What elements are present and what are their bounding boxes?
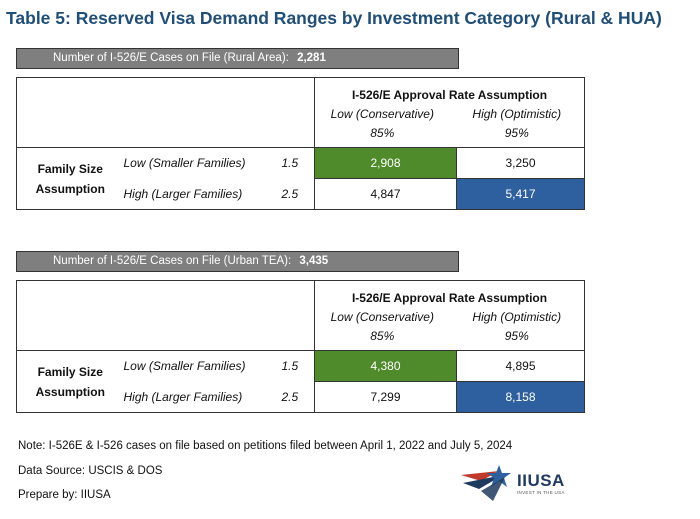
urban-cell-high-low: 7,299 [314, 381, 458, 413]
data-source-text: Data Source: USCIS & DOS [18, 465, 163, 477]
urban-cases-label: Number of I-526/E Cases on File (Urban T… [53, 255, 292, 267]
urban-row-low-family: Family Size Assumption Low (Smaller Fami… [17, 350, 585, 399]
urban-cell-high-high: 8,158 [456, 381, 585, 413]
prepared-by-text: Prepare by: IIUSA [18, 489, 111, 501]
rural-demand-table: I-526/E Approval Rate Assumption Low (Co… [16, 77, 586, 210]
urban-rate-low-label: Low (Conservative) [330, 310, 434, 324]
note-text: Note: I-526E & I-526 cases on file based… [18, 440, 513, 452]
rural-cell-low-high: 3,250 [456, 147, 585, 179]
urban-rate-low-pct: 85% [370, 329, 395, 343]
rural-rate-high-label: High (Optimistic) [472, 107, 562, 121]
urban-approval-title: I-526/E Approval Rate Assumption [351, 291, 548, 305]
urban-row-high-family: High (Larger Families) 2.5 7,299 8,158 [17, 381, 585, 413]
rural-rate-high-pct: 95% [504, 126, 529, 140]
urban-rate-low: Low (Conservative) 85% [315, 310, 450, 343]
rural-rate-low-label: Low (Conservative) [330, 107, 434, 121]
rural-cases-value: 2,281 [297, 52, 326, 64]
rural-cell-high-low: 4,847 [314, 178, 458, 210]
urban-cell-low-high: 4,895 [456, 350, 585, 382]
rural-row-low-family: Family Size Assumption Low (Smaller Fami… [17, 147, 585, 196]
rural-rate-high: High (Optimistic) 95% [450, 107, 585, 140]
rural-size-low-mult: 1.5 [281, 147, 316, 179]
rural-family-label: Family Size Assumption [35, 161, 105, 196]
logo-name: IIUSA [517, 471, 565, 490]
urban-size-high-mult: 2.5 [281, 381, 316, 413]
logo-tagline: INVEST IN THE USA [517, 490, 565, 495]
urban-rate-high-label: High (Optimistic) [472, 310, 562, 324]
rural-cell-low-low: 2,908 [314, 147, 458, 179]
rural-approval-header: I-526/E Approval Rate Assumption Low (Co… [314, 77, 585, 148]
rural-approval-title: I-526/E Approval Rate Assumption [351, 88, 548, 102]
rural-row-high-family: High (Larger Families) 2.5 4,847 5,417 [17, 178, 585, 210]
rural-cases-bar: Number of I-526/E Cases on File (Rural A… [16, 48, 459, 69]
rural-size-low-label: Low (Smaller Families) [123, 156, 246, 171]
urban-family-label: Family Size Assumption [35, 364, 105, 399]
rural-rate-low: Low (Conservative) 85% [315, 107, 450, 140]
urban-size-high-label: High (Larger Families) [123, 389, 243, 404]
iiusa-logo: IIUSA INVEST IN THE USA [459, 461, 579, 503]
urban-cases-value: 3,435 [299, 255, 329, 267]
urban-blank-header [16, 280, 316, 351]
urban-approval-header: I-526/E Approval Rate Assumption Low (Co… [314, 280, 585, 351]
rural-size-high-label: High (Larger Families) [123, 186, 243, 201]
rural-cases-label: Number of I-526/E Cases on File (Rural A… [53, 52, 289, 64]
rural-rate-low-pct: 85% [370, 126, 395, 140]
urban-cell-low-low: 4,380 [314, 350, 458, 382]
urban-size-low-mult: 1.5 [281, 350, 316, 382]
rural-size-high-mult: 2.5 [281, 178, 316, 210]
rural-cell-high-high: 5,417 [456, 178, 585, 210]
urban-size-low-label: Low (Smaller Families) [123, 359, 246, 374]
page-title: Table 5: Reserved Visa Demand Ranges by … [6, 8, 662, 28]
urban-rate-high: High (Optimistic) 95% [450, 310, 585, 343]
urban-rate-high-pct: 95% [504, 329, 529, 343]
urban-cases-bar: Number of I-526/E Cases on File (Urban T… [16, 251, 459, 272]
rural-blank-header [16, 77, 316, 148]
urban-demand-table: I-526/E Approval Rate Assumption Low (Co… [16, 280, 586, 413]
star-swoosh-icon [461, 465, 511, 501]
